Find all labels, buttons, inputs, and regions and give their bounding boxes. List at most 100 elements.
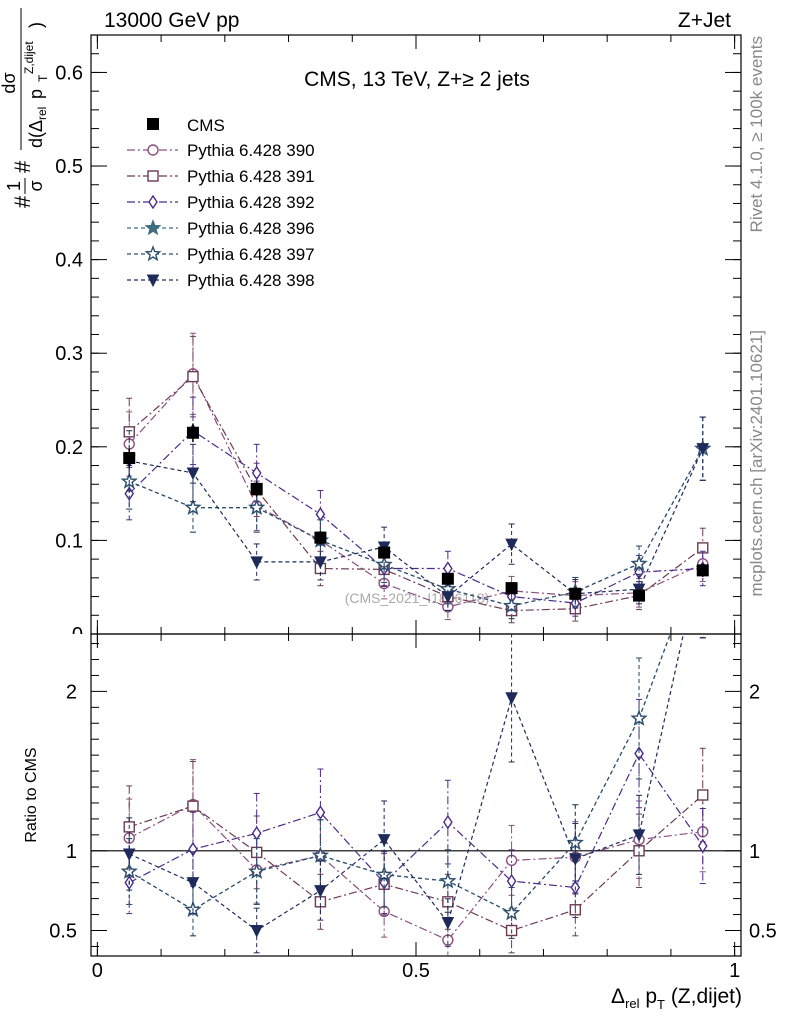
series-1-line [128, 372, 704, 608]
series-2-point [187, 370, 199, 383]
y-axis-label: #1 σ # dσ d(Δrel pTZ,dijet) [0, 8, 50, 208]
series-5-ratio-point [311, 846, 329, 863]
ratio-y-axis-label: Ratio to CMS [23, 747, 40, 842]
series-3-ratio-line [128, 752, 704, 889]
cms-point [569, 587, 582, 600]
y-label-part: rel [35, 107, 49, 120]
y-label-part: dσ [0, 72, 19, 93]
series-6-ratio-point [314, 885, 327, 898]
y-tick-label-zero: 0 [72, 624, 83, 646]
legend-marker-series-3 [148, 194, 158, 210]
series-3-ratio-point [443, 814, 453, 830]
main-data-layer [120, 332, 712, 624]
ratio-tick-label-left: 2 [66, 681, 77, 703]
series-6-point [186, 467, 200, 481]
y-label-part: ) [26, 22, 46, 28]
cms-point [441, 572, 454, 585]
series-2-line [128, 375, 704, 612]
series-3-ratio-point [506, 873, 517, 889]
series-4-line [128, 448, 704, 607]
legend: CMS Pythia 6.428 390 Pythia 6.428 391 Pythi… [127, 116, 315, 290]
series-6-point [250, 556, 263, 570]
legend-marker-cms [147, 118, 159, 130]
header-energy-label: 13000 GeV pp [104, 9, 239, 32]
axes-layer: 0 0.5 1 0.1 0.2 0.3 0.4 0.5 0.6 0 0.5 0.5 1 1 2 2 [49, 35, 777, 982]
series-2-ratio-point [187, 800, 199, 812]
series-6-point [314, 556, 327, 570]
series-3-point [251, 465, 262, 481]
x-tick-label: 0.5 [402, 960, 430, 982]
series-5-line [128, 448, 704, 607]
series-6-line [129, 448, 704, 598]
cms-point [505, 582, 518, 595]
series-5-ratio-point [630, 709, 648, 726]
series-2-ratio-line [129, 794, 704, 932]
mcplots-reference-label: mcplots.cern.ch [arXiv:2401.10621] [747, 330, 766, 596]
ratio-series-group [120, 634, 709, 956]
series-3-point [315, 506, 326, 522]
legend-marker-series-5 [144, 245, 162, 262]
series-3-point [443, 561, 453, 576]
analysis-watermark: (CMS_2021_I1866118) [345, 590, 490, 606]
cms-point [378, 546, 391, 559]
legend-label-cms: CMS [187, 116, 225, 135]
ratio-tick-label-right: 1 [749, 841, 760, 863]
cms-point [250, 482, 263, 495]
series-6-ratio-point [122, 848, 136, 862]
series-6-ratio-point [377, 834, 391, 847]
legend-marker-series-1 [147, 144, 159, 156]
y-tick-label: 0.6 [55, 62, 83, 84]
series-3-ratio-point [315, 805, 326, 820]
legend-marker-series-2 [147, 170, 159, 182]
x-label-text: Δrel pT (Z,dijet) [611, 985, 742, 1012]
series-5-ratio-point [248, 862, 266, 879]
y-label-part: 1 [4, 181, 24, 191]
header-process-label: Z+Jet [678, 9, 731, 32]
y-tick-label: 0.5 [55, 156, 83, 178]
y-label-part: T [36, 74, 50, 82]
ratio-data-layer [120, 634, 709, 956]
series-5-point [630, 554, 648, 572]
y-label-part: # [10, 195, 35, 208]
y-label-part: Z,dijet [22, 41, 36, 74]
x-tick-label: 0 [92, 960, 103, 982]
series-5-ratio-point [439, 872, 457, 889]
legend-label-series-6: Pythia 6.428 398 [187, 271, 315, 290]
y-label-part: σ [26, 180, 46, 191]
y-tick-label: 0.3 [55, 343, 83, 365]
series-6-point [696, 443, 710, 456]
cms-point [123, 452, 136, 465]
y-label-part: p [26, 89, 46, 99]
y-label-part: # [10, 160, 35, 173]
ratio-tick-label-right: 0.5 [749, 920, 777, 942]
series-6-ratio-point [441, 917, 455, 930]
series-6-ratio-point [186, 877, 200, 890]
series-3-line [128, 430, 703, 604]
series-6-point [441, 591, 455, 604]
legend-label-series-4: Pythia 6.428 396 [187, 219, 315, 238]
series-6-ratio-point [632, 829, 646, 842]
series-5-ratio-point [503, 904, 521, 921]
rivet-version-label: Rivet 4.1.0, ≥ 100k events [747, 36, 766, 232]
series-3-ratio-point [697, 838, 708, 854]
series-5-point [503, 596, 521, 614]
legend-label-series-3: Pythia 6.428 392 [187, 193, 315, 212]
y-label-group: #1 σ # dσ d(Δrel pTZ,dijet) [0, 8, 50, 208]
y-tick-label: 0.1 [55, 530, 83, 552]
series-6-ratio-point [505, 692, 518, 705]
cms-point [633, 589, 646, 602]
series-6-point [505, 538, 518, 552]
main-series-group [120, 332, 712, 624]
chart-title: CMS, 13 TeV, Z+≥ 2 jets [304, 68, 530, 91]
legend-label-series-5: Pythia 6.428 397 [187, 245, 315, 264]
series-6-ratio-point [250, 924, 263, 938]
legend-marker-series-6 [146, 274, 160, 288]
y-tick-label: 0.4 [55, 250, 83, 272]
series-2-ratio-point [697, 789, 709, 801]
cms-point [696, 564, 709, 577]
ratio-tick-label-right: 2 [749, 681, 760, 703]
series-6-ratio-point [569, 853, 582, 866]
legend-marker-series-4 [144, 219, 162, 236]
